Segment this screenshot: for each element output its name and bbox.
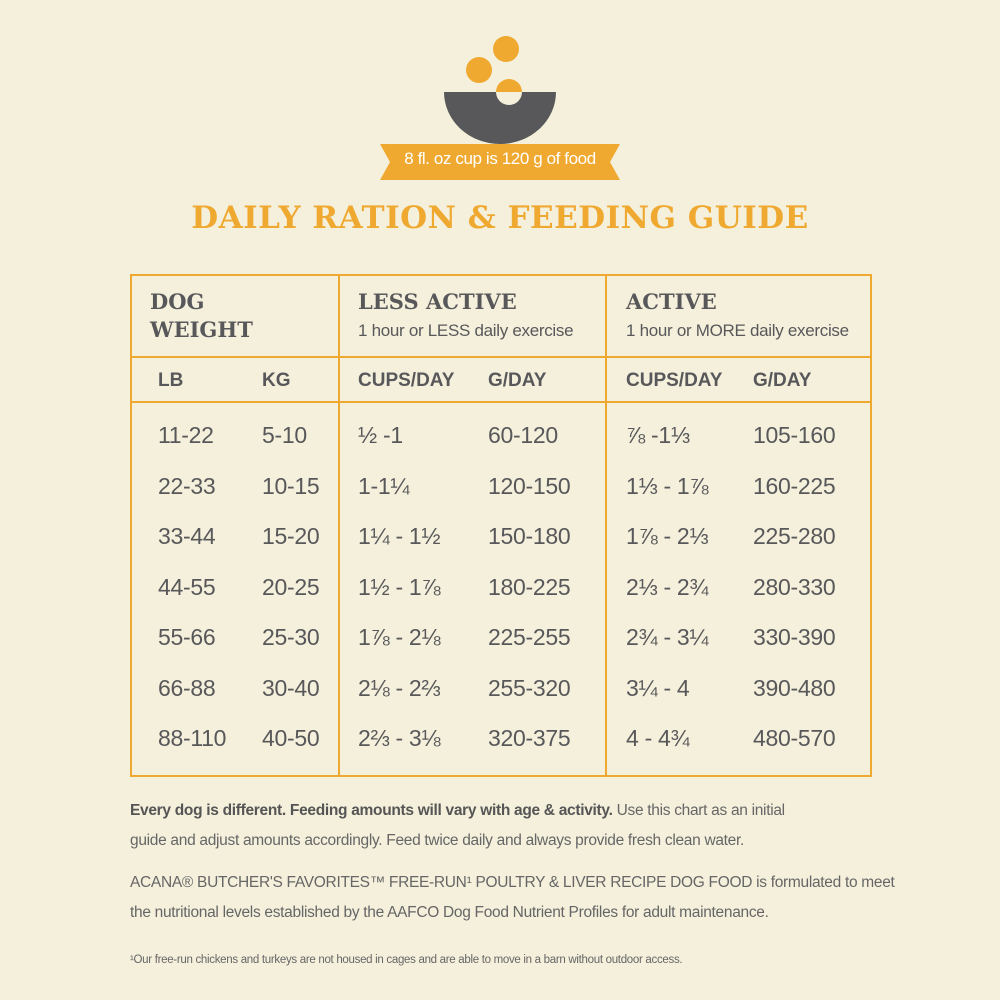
note-paragraph-2: ACANA® BUTCHER'S FAVORITES™ FREE-RUN¹ PO… (130, 874, 895, 891)
cell-cups-less-active: ½ -1 (358, 422, 403, 448)
cell-g-active: 390-480 (753, 674, 836, 701)
cell-lb: 11-22 (158, 422, 214, 448)
cell-cups-active: 3¼ - 4 (626, 674, 690, 701)
group-title: WEIGHT (150, 317, 253, 342)
group-header-active: ACTIVE (626, 289, 717, 314)
cell-lb: 22-33 (158, 472, 216, 499)
cell-cups-active: 1⅞ - 2⅓ (626, 523, 709, 549)
cell-lb: 44-55 (158, 573, 216, 600)
note-paragraph-1: Every dog is different. Feeding amounts … (130, 802, 785, 820)
cell-lb: 66-88 (158, 674, 216, 701)
bowl-with-food-icon (444, 36, 556, 144)
table-row: 44-55 20-25 1½ - 1⅞ 180-225 2⅓ - 2¾ 280-330 (132, 574, 870, 624)
note-paragraph-1-line-2: guide and adjust amounts accordingly. Fe… (130, 832, 745, 849)
cell-g-active: 160-225 (753, 472, 836, 499)
group-subtitle-less-active: 1 hour or LESS daily exercise (358, 321, 574, 340)
cell-g-less-active: 60-120 (488, 422, 558, 448)
column-header-cups-active: CUPS/DAY (626, 370, 723, 391)
footnote: ¹Our free-run chickens and turkeys are n… (130, 954, 683, 966)
column-header-g-less: G/DAY (488, 370, 547, 391)
group-header-less-active: LESS ACTIVE (358, 289, 517, 314)
cell-kg: 20-25 (262, 573, 320, 600)
group-header-dog-weight: DOG WEIGHT (150, 288, 253, 344)
cell-cups-less-active: 2⅛ - 2⅔ (358, 674, 441, 701)
ribbon-banner (380, 144, 620, 180)
cell-cups-less-active: 1⅞ - 2⅛ (358, 624, 441, 650)
cell-g-less-active: 150-180 (488, 523, 571, 549)
cell-cups-active: ⅞ -1⅓ (626, 422, 690, 448)
cell-cups-active: 2¾ - 3¼ (626, 624, 709, 650)
cell-lb: 55-66 (158, 624, 216, 650)
column-header-kg: KG (262, 370, 291, 391)
cell-kg: 5-10 (262, 422, 307, 448)
column-header-g-active: G/DAY (753, 370, 812, 391)
cell-g-less-active: 225-255 (488, 624, 571, 650)
cell-kg: 15-20 (262, 523, 320, 549)
table-row: 11-22 5-10 ½ -1 60-120 ⅞ -1⅓ 105-160 (132, 422, 870, 472)
cell-cups-less-active: 1-1¼ (358, 472, 410, 499)
cell-kg: 10-15 (262, 472, 320, 499)
table-row: 33-44 15-20 1¼ - 1½ 150-180 1⅞ - 2⅓ 225-280 (132, 523, 870, 573)
column-header-cups-less: CUPS/DAY (358, 370, 455, 391)
cell-cups-active: 1⅓ - 1⅞ (626, 472, 709, 499)
note-paragraph-2-line-2: the nutritional levels established by th… (130, 904, 769, 921)
cell-lb: 33-44 (158, 523, 216, 549)
cell-g-less-active: 255-320 (488, 674, 571, 701)
column-header-lb: LB (158, 370, 184, 391)
cell-cups-less-active: 1¼ - 1½ (358, 523, 441, 549)
cell-cups-active: 2⅓ - 2¾ (626, 573, 709, 600)
cell-g-active: 480-570 (753, 725, 836, 751)
cell-g-active: 330-390 (753, 624, 836, 650)
cell-cups-less-active: 1½ - 1⅞ (358, 573, 441, 600)
page-title: DAILY RATION & FEEDING GUIDE (191, 200, 809, 236)
cell-g-active: 105-160 (753, 422, 836, 448)
table-row: 88-110 40-50 2⅔ - 3⅛ 320-375 4 - 4¾ 480-570 (132, 725, 870, 775)
table-row: 22-33 10-15 1-1¼ 120-150 1⅓ - 1⅞ 160-225 (132, 473, 870, 523)
cell-g-active: 280-330 (753, 573, 836, 600)
cell-kg: 40-50 (262, 725, 320, 751)
feeding-table: DOG WEIGHT LESS ACTIVE 1 hour or LESS da… (130, 274, 872, 777)
group-title: DOG (150, 289, 205, 314)
cell-g-less-active: 120-150 (488, 472, 571, 499)
note-text: Use this chart as an initial (612, 802, 786, 819)
table-row: 55-66 25-30 1⅞ - 2⅛ 225-255 2¾ - 3¼ 330-390 (132, 624, 870, 674)
cell-g-less-active: 180-225 (488, 573, 571, 600)
cell-g-active: 225-280 (753, 523, 836, 549)
table-row: 66-88 30-40 2⅛ - 2⅔ 255-320 3¼ - 4 390-480 (132, 675, 870, 725)
note-bold: Every dog is different. Feeding amounts … (130, 802, 613, 819)
cell-lb: 88-110 (158, 725, 227, 751)
cell-cups-less-active: 2⅔ - 3⅛ (358, 725, 441, 751)
cell-g-less-active: 320-375 (488, 725, 571, 751)
cell-cups-active: 4 - 4¾ (626, 725, 690, 751)
cup-size-note: 8 fl. oz cup is 120 g of food (404, 149, 596, 168)
cell-kg: 25-30 (262, 624, 320, 650)
group-subtitle-active: 1 hour or MORE daily exercise (626, 321, 849, 340)
cell-kg: 30-40 (262, 674, 320, 701)
